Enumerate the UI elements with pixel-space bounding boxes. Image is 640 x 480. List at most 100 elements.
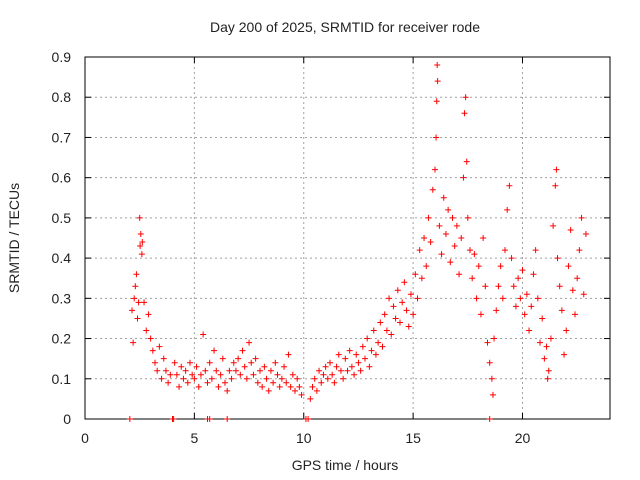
data-point <box>348 363 355 370</box>
y-axis-label: SRMTID / TECUs <box>6 183 22 293</box>
data-point <box>213 367 220 374</box>
data-point <box>162 367 169 374</box>
data-point <box>388 331 395 338</box>
data-point <box>152 359 158 366</box>
data-point <box>442 230 449 237</box>
data-point <box>158 375 165 382</box>
data-point <box>283 379 290 386</box>
data-point <box>217 371 224 378</box>
data-point <box>272 359 279 366</box>
data-point <box>461 110 468 117</box>
data-point <box>257 367 263 374</box>
data-point <box>298 391 305 398</box>
data-point <box>265 387 272 394</box>
y-tick-label: 0 <box>63 411 71 427</box>
data-point <box>259 383 266 390</box>
data-point <box>364 335 371 342</box>
data-point <box>375 339 382 346</box>
data-point <box>467 247 473 254</box>
data-point <box>243 375 250 382</box>
data-point <box>434 78 441 85</box>
data-point <box>580 291 587 298</box>
data-point <box>333 363 340 370</box>
y-tick-label: 0.9 <box>52 49 72 65</box>
data-point <box>322 363 329 370</box>
data-point <box>149 347 156 354</box>
data-point <box>473 295 480 302</box>
data-point <box>495 283 502 290</box>
data-point <box>313 387 320 394</box>
data-point <box>235 355 242 362</box>
data-point <box>572 311 578 318</box>
data-point <box>576 247 583 254</box>
data-point <box>462 94 469 101</box>
data-point <box>211 347 218 354</box>
data-point <box>480 235 487 241</box>
data-point <box>355 359 362 366</box>
data-point <box>554 255 561 262</box>
data-point <box>182 367 189 374</box>
data-point <box>170 416 177 422</box>
data-point <box>329 371 336 378</box>
data-point <box>167 371 174 378</box>
data-point <box>541 355 548 362</box>
data-point <box>296 383 303 390</box>
data-point <box>228 375 235 382</box>
data-point <box>539 315 546 322</box>
data-point <box>311 375 318 382</box>
y-tick-label: 0.5 <box>52 210 72 226</box>
data-point <box>154 367 161 374</box>
data-point <box>469 275 476 282</box>
data-point <box>405 323 412 330</box>
data-point <box>392 315 399 322</box>
data-point <box>139 239 146 246</box>
data-point <box>427 239 434 246</box>
data-point <box>137 243 144 250</box>
data-point <box>497 263 504 270</box>
data-point <box>222 379 228 386</box>
data-point <box>224 416 231 422</box>
data-point <box>397 319 403 326</box>
data-point <box>504 206 511 213</box>
data-point <box>532 247 539 254</box>
data-point <box>475 263 482 270</box>
data-point <box>132 283 139 290</box>
x-tick-label: 5 <box>190 430 198 446</box>
data-point <box>248 359 255 366</box>
data-point <box>552 182 559 189</box>
data-point <box>250 371 257 378</box>
data-point <box>502 247 508 254</box>
data-point <box>340 375 347 382</box>
data-point <box>254 379 261 386</box>
data-point <box>346 347 353 354</box>
data-point <box>574 275 581 282</box>
data-point <box>134 315 141 322</box>
data-point <box>289 371 296 378</box>
data-point <box>412 271 419 278</box>
data-point <box>197 371 204 378</box>
data-point <box>267 367 274 374</box>
data-point <box>320 371 327 378</box>
data-point <box>565 263 572 270</box>
data-point <box>582 230 589 237</box>
data-point <box>230 359 237 366</box>
y-tick-label: 0.7 <box>52 129 72 145</box>
data-point <box>204 379 211 386</box>
data-point <box>136 214 143 221</box>
data-point <box>184 379 191 386</box>
data-point <box>252 355 259 362</box>
data-point <box>237 371 244 378</box>
grid <box>85 57 610 419</box>
data-point <box>138 251 145 258</box>
data-point <box>519 267 526 274</box>
data-point <box>534 295 541 302</box>
data-point <box>506 182 513 189</box>
data-point <box>292 387 298 394</box>
data-point <box>433 98 440 105</box>
data-point <box>187 359 193 366</box>
data-point <box>545 367 552 374</box>
data-point <box>160 355 167 362</box>
data-point <box>553 166 560 173</box>
data-point <box>460 174 467 181</box>
data-point <box>206 359 213 366</box>
